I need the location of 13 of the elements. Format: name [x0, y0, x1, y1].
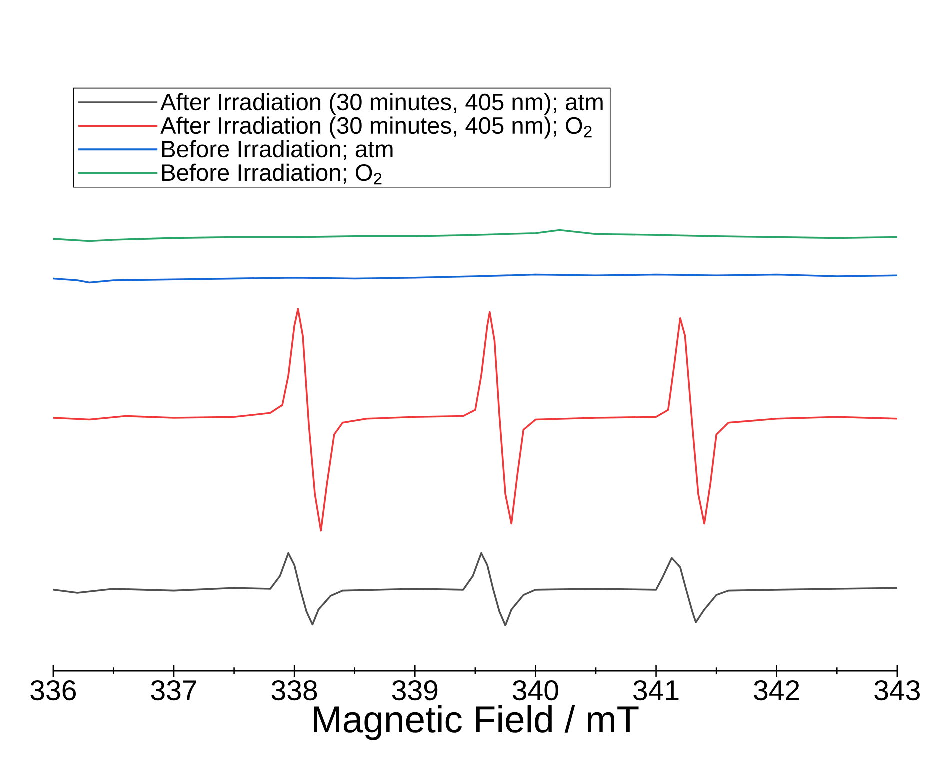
legend-label: Before Irradiation; O$_{2}$: [162, 164, 382, 185]
x-tick-label: 342: [754, 680, 800, 701]
x-tick-label: 340: [512, 680, 558, 701]
x-tick-label: 337: [151, 680, 196, 701]
x-tick-label: 343: [874, 680, 920, 701]
legend-label: Before Irradiation; atm: [162, 140, 393, 161]
x-tick-label: 339: [392, 680, 438, 701]
legend-label: After Irradiation (30 minutes, 405 nm); O$_{2}$: [160, 116, 592, 139]
legend-label: After Irradiation (30 minutes, 405 nm); atm: [160, 93, 603, 116]
x-tick-label: 336: [30, 680, 76, 701]
x-tick-label: 338: [272, 680, 318, 701]
x-tick-label: 341: [634, 680, 679, 701]
x-axis-title: Magnetic Field / mT: [314, 706, 639, 740]
